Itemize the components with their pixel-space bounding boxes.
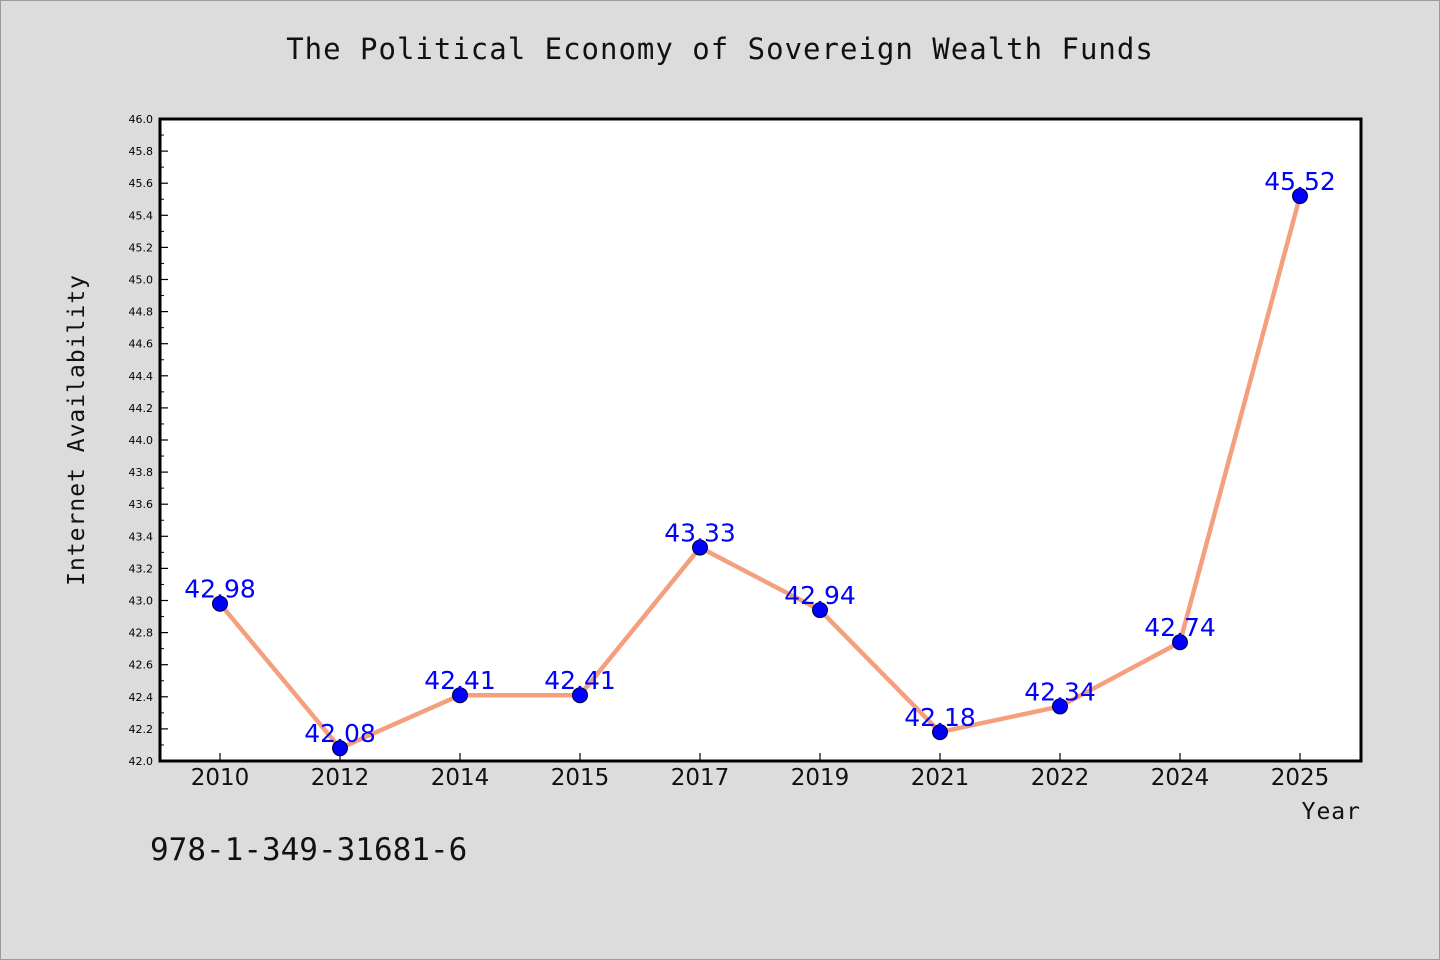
y-tick-label: 44.0 <box>129 434 154 447</box>
y-axis: 42.0 42.2 42.4 42.6 42.8 43.0 43.2 43.4 43.6 43.8… <box>129 113 168 768</box>
plot-area <box>158 117 1363 763</box>
y-tick-label: 43.6 <box>129 498 154 511</box>
data-label: 45.52 <box>1264 167 1336 196</box>
data-label: 42.98 <box>184 575 256 604</box>
data-label: 42.41 <box>544 666 616 695</box>
data-label: 42.94 <box>784 581 856 610</box>
y-tick-label: 44.6 <box>129 338 154 351</box>
y-tick-label: 45.2 <box>129 241 154 254</box>
data-point <box>1172 634 1188 651</box>
x-tick-label: 2021 <box>911 765 970 791</box>
y-tick-label: 45.0 <box>129 274 154 287</box>
isbn-text: 978-1-349-31681-6 <box>150 832 468 868</box>
y-tick-label: 45.4 <box>129 209 154 222</box>
y-tick-label: 42.2 <box>129 723 154 736</box>
y-tick-label: 43.8 <box>129 466 154 479</box>
data-point <box>1292 188 1308 205</box>
x-tick-label: 2022 <box>1031 765 1090 791</box>
x-axis: 2010 2012 2014 2015 2017 2019 2021 2022 2024 2025 <box>191 753 1330 791</box>
x-tick-label: 2019 <box>791 765 850 791</box>
data-label: 42.41 <box>424 666 496 695</box>
data-point <box>332 740 348 757</box>
data-point <box>812 602 828 619</box>
chart-title: The Political Economy of Sovereign Wealt… <box>286 32 1154 66</box>
data-label: 42.74 <box>1144 613 1216 642</box>
y-tick-label: 45.8 <box>129 145 154 158</box>
y-tick-label: 43.0 <box>129 595 154 608</box>
x-tick-label: 2025 <box>1271 765 1330 791</box>
series-line <box>217 193 1303 751</box>
x-tick-label: 2014 <box>431 765 490 791</box>
x-tick-label: 2017 <box>671 765 730 791</box>
data-label: 42.08 <box>304 719 376 748</box>
data-point <box>572 687 588 704</box>
y-tick-label: 42.0 <box>129 755 154 768</box>
x-tick-label: 2024 <box>1151 765 1210 791</box>
data-point <box>692 539 708 556</box>
data-label: 42.18 <box>904 703 976 732</box>
series-line-group <box>217 193 1303 751</box>
x-tick-label: 2015 <box>551 765 610 791</box>
data-point <box>932 724 948 741</box>
x-tick-label: 2010 <box>191 765 250 791</box>
y-tick-label: 46.0 <box>129 113 154 126</box>
series-markers <box>212 188 1308 757</box>
x-tick-label: 2012 <box>311 765 370 791</box>
data-label: 42.34 <box>1024 677 1096 706</box>
data-labels: 42.98 42.08 42.41 42.41 43.33 42.94 42.18 42.34… <box>184 167 1336 748</box>
y-tick-label: 42.6 <box>129 659 154 672</box>
data-point <box>212 595 228 612</box>
y-tick-label: 44.2 <box>129 402 154 415</box>
y-tick-label: 44.8 <box>129 306 154 319</box>
y-tick-label: 43.4 <box>129 530 154 543</box>
y-tick-label: 44.4 <box>129 370 154 383</box>
y-tick-label: 45.6 <box>129 177 154 190</box>
y-tick-label: 42.4 <box>129 691 154 704</box>
y-axis-label: Internet Availability <box>64 274 90 586</box>
data-point <box>1052 698 1068 715</box>
y-tick-label: 43.2 <box>129 562 154 575</box>
y-tick-label: 42.8 <box>129 627 154 640</box>
data-point <box>452 687 468 704</box>
x-axis-label: Year <box>1302 799 1361 825</box>
data-label: 43.33 <box>664 519 736 548</box>
